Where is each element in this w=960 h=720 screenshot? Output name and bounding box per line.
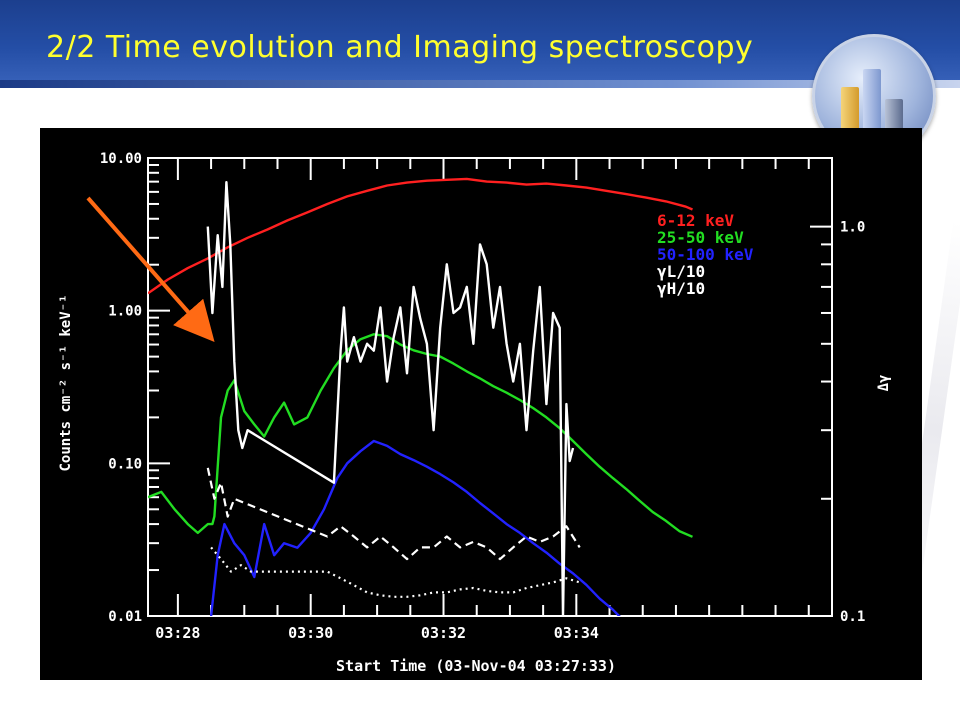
plot-frame: [147, 157, 833, 617]
logo-bar-blue: [863, 69, 881, 139]
y-axis-label: Counts cm⁻² s⁻¹ keV⁻¹: [58, 294, 74, 471]
x-axis-label: Start Time (03-Nov-04 03:27:33): [336, 657, 616, 675]
slide-title: 2/2 Time evolution and Imaging spectrosc…: [46, 30, 754, 65]
banner-stripe: [0, 80, 960, 88]
legend-entry: γH/10: [657, 279, 705, 298]
legend-entry: 6-12 keV: [657, 211, 734, 230]
x-tick-label: 03:30: [288, 624, 333, 642]
series-line-2: [209, 439, 621, 616]
x-tick-label: 03:32: [421, 624, 466, 642]
y2-axis-label: Δγ: [876, 375, 892, 392]
x-tick-label: 03:28: [155, 624, 200, 642]
chart-axes: 03:28 03:30 03:32 03:34 10.00 1.00 0.10 0.01 1.0…: [100, 151, 865, 642]
series-line-0: [148, 177, 693, 295]
y-tick-label: 0.01: [108, 609, 142, 625]
y2-tick-label: 1.0: [840, 220, 865, 236]
legend-entry: 50-100 keV: [657, 245, 754, 264]
chart-panel: 03:28 03:30 03:32 03:34 10.00 1.00 0.10 0.01 1.0…: [40, 128, 922, 680]
series-line-4: [206, 467, 581, 561]
logo-bar-gold: [841, 87, 859, 139]
y-tick-label: 1.00: [108, 304, 142, 320]
series-line-3: [206, 181, 575, 616]
series-line-5: [210, 546, 581, 598]
line-chart: 03:28 03:30 03:32 03:34 10.00 1.00 0.10 0.01 1.0…: [58, 151, 892, 675]
series-line-1: [148, 333, 693, 538]
title-banner: 2/2 Time evolution and Imaging spectrosc…: [0, 0, 960, 88]
chart-labels: Start Time (03-Nov-04 03:27:33) Counts c…: [58, 294, 892, 675]
y-tick-label: 10.00: [100, 151, 142, 167]
x-tick-label: 03:34: [554, 624, 599, 642]
y-tick-label: 0.10: [108, 456, 142, 472]
chart-series: [148, 177, 693, 616]
y2-tick-label: 0.1: [840, 609, 865, 625]
legend-entry: 25-50 keV: [657, 228, 744, 247]
legend-entry: γL/10: [657, 262, 705, 281]
